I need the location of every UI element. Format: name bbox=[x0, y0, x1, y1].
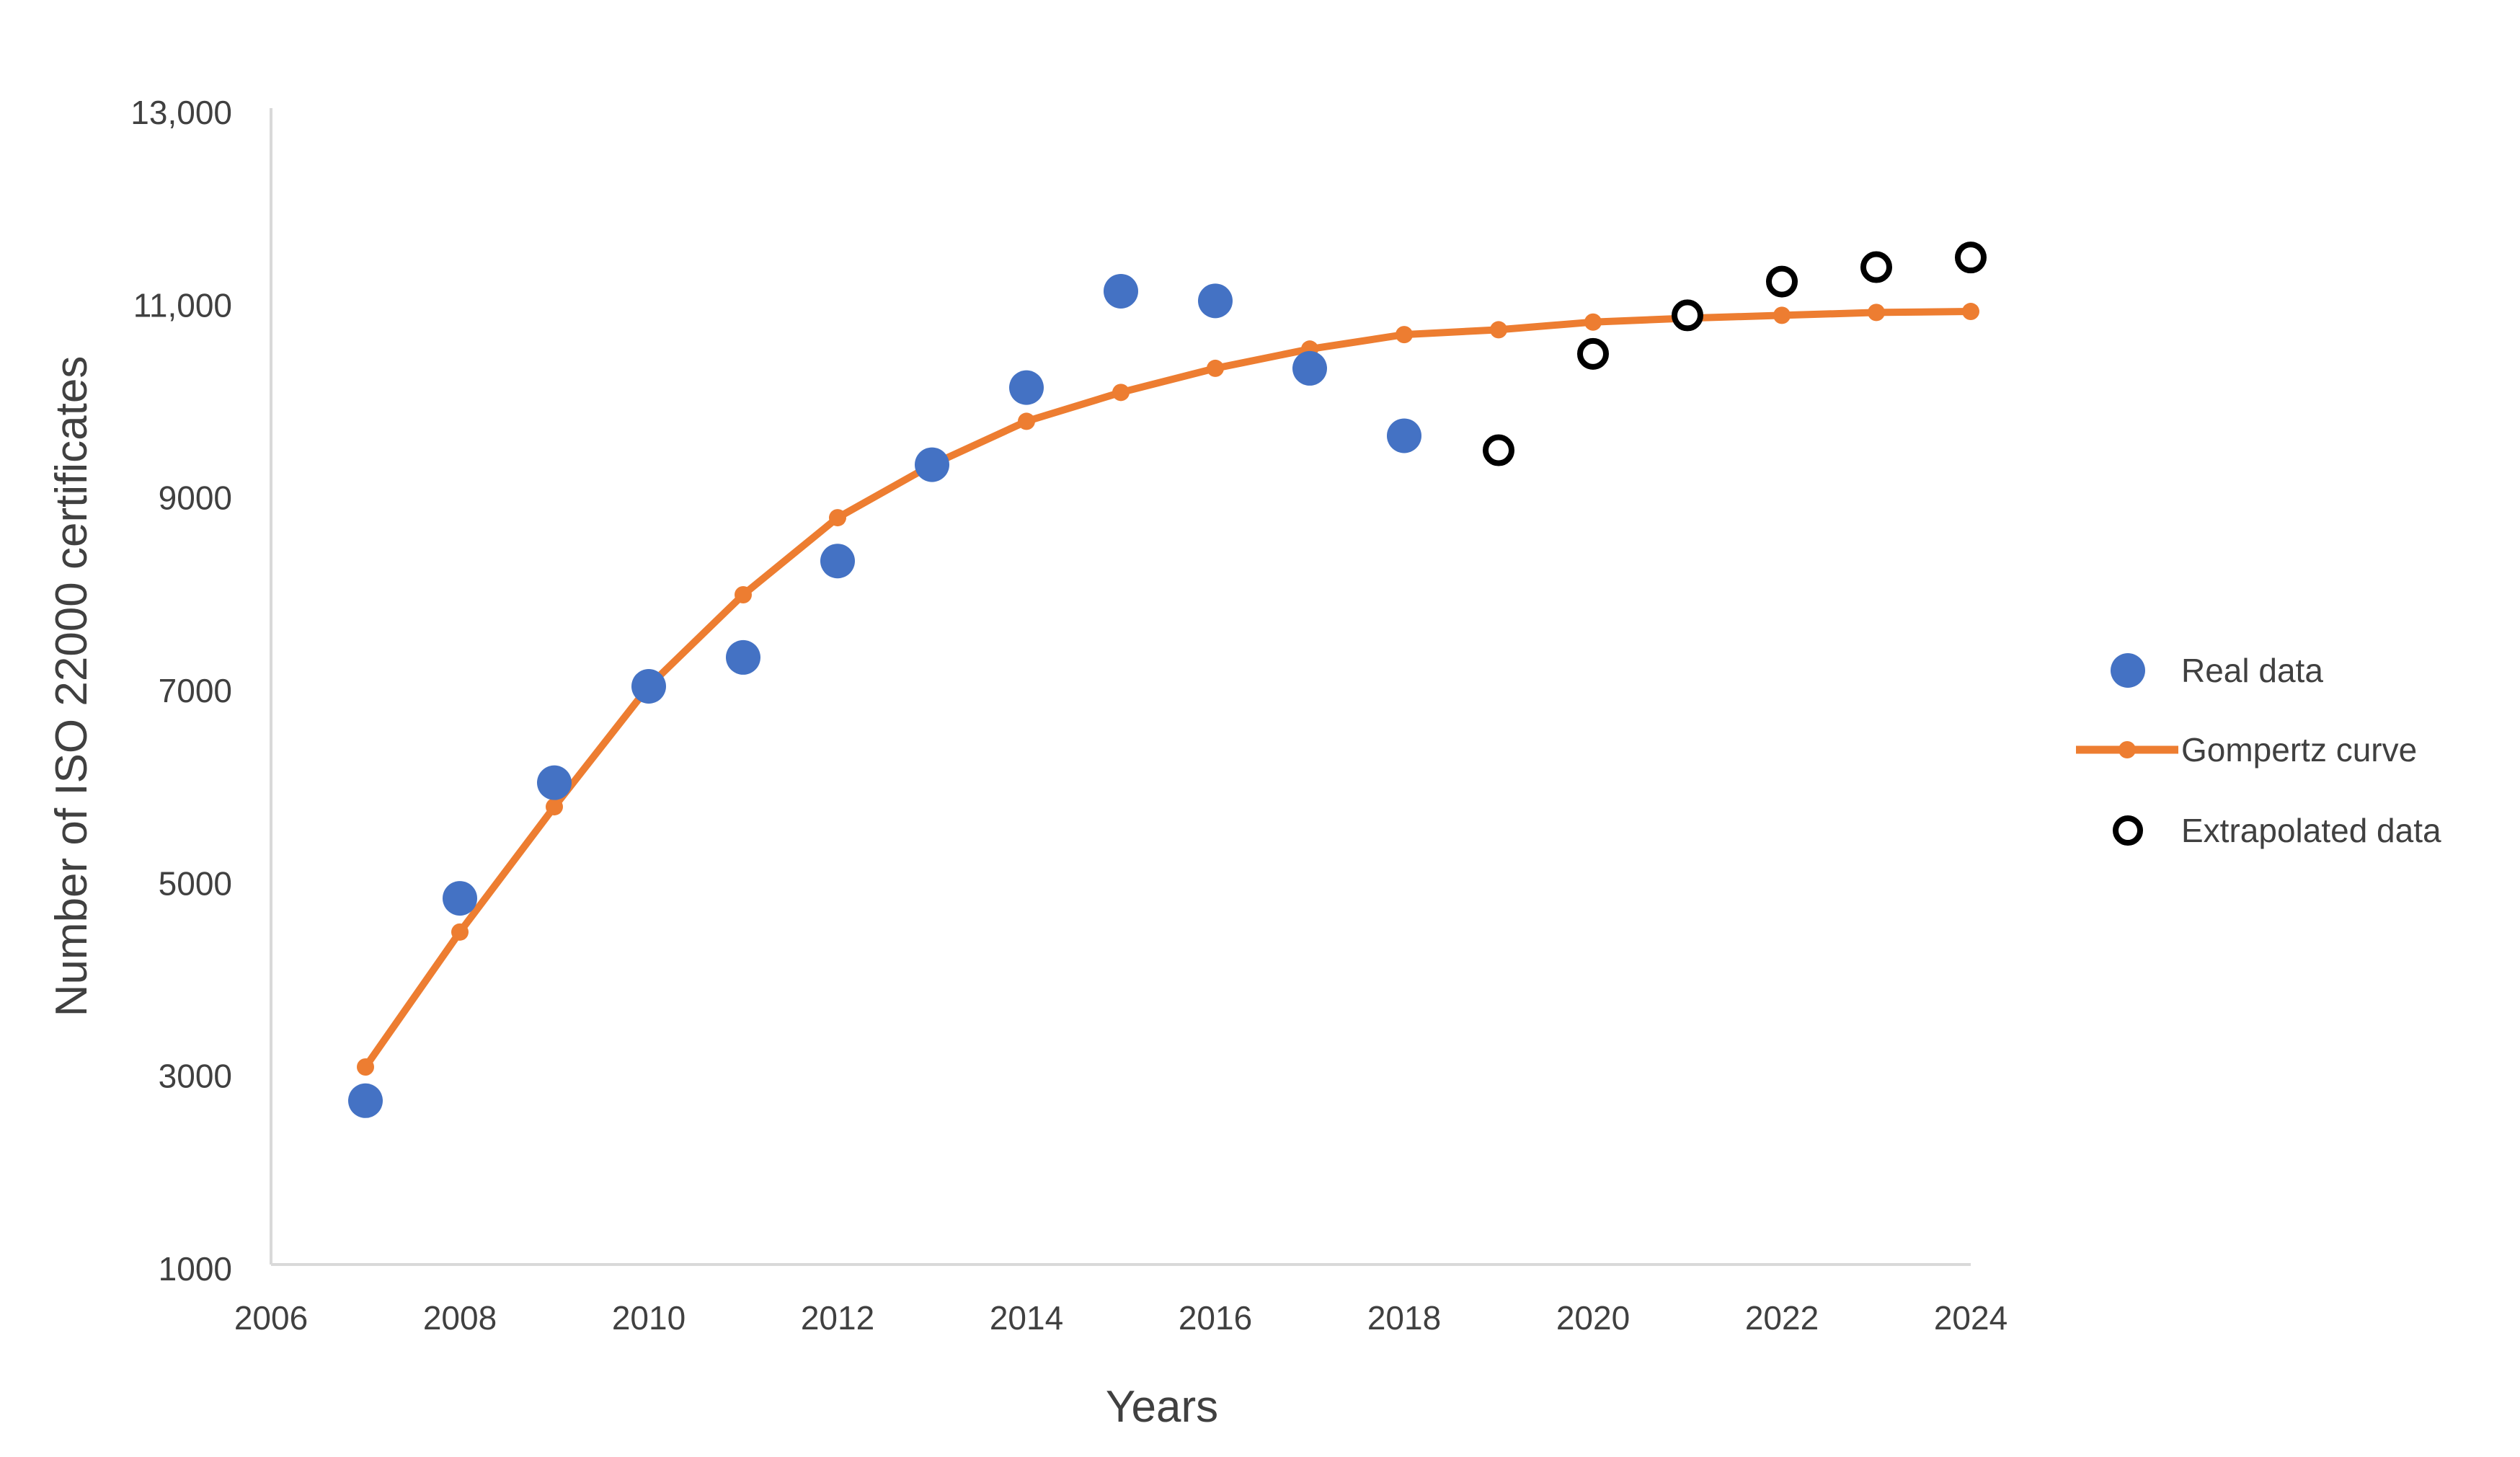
extrapolated-data-point bbox=[1860, 251, 1892, 283]
extrapolated-data-point bbox=[1672, 299, 1703, 332]
y-tick-label: 5000 bbox=[159, 864, 232, 902]
x-tick-labels: 2006 2008 2010 2012 2014 2016 2018 2020 2022 2024 bbox=[234, 1299, 2007, 1337]
real-data-point bbox=[348, 1083, 383, 1118]
gompertz-curve-point bbox=[1868, 304, 1885, 322]
gompertz-curve-point bbox=[1396, 326, 1413, 344]
y-tick-label: 11,000 bbox=[133, 286, 232, 324]
legend-gompertz-marker bbox=[2119, 741, 2136, 758]
gompertz-curve-point bbox=[1112, 384, 1130, 402]
gompertz-curve-point bbox=[829, 509, 846, 527]
axes-layer bbox=[270, 108, 1971, 1266]
real-data-point bbox=[915, 447, 949, 482]
y-tick-label: 7000 bbox=[159, 672, 232, 709]
x-tick-label: 2016 bbox=[1179, 1299, 1252, 1337]
gompertz-curve-point bbox=[735, 586, 752, 604]
extrapolated-data-point bbox=[1766, 265, 1798, 298]
gompertz-curve-point bbox=[1490, 321, 1507, 339]
real-data-point bbox=[631, 669, 666, 704]
y-axis-title: Number of ISO 22000 certificates bbox=[47, 356, 97, 1017]
y-tick-label: 9000 bbox=[159, 479, 232, 517]
extrapolated-data-point bbox=[1577, 337, 1609, 370]
x-tick-label: 2014 bbox=[990, 1299, 1063, 1337]
plot-area bbox=[348, 242, 1987, 1118]
extrapolated-data-point bbox=[1955, 242, 1987, 274]
legend-item-gompertz-curve: Gompertz curve bbox=[2076, 731, 2417, 769]
legend-real-data-marker bbox=[2111, 653, 2145, 688]
x-tick-label: 2006 bbox=[234, 1299, 308, 1337]
gompertz-curve-point bbox=[1207, 359, 1224, 377]
gompertz-curve-point bbox=[357, 1058, 374, 1076]
y-tick-label: 3000 bbox=[159, 1058, 232, 1095]
gompertz-curve-point bbox=[1962, 303, 1979, 321]
real-data-point bbox=[1009, 370, 1044, 405]
real-data-point bbox=[1292, 350, 1327, 386]
legend-item-real-data: Real data bbox=[2111, 652, 2323, 689]
real-data-point bbox=[820, 544, 855, 579]
legend-extrapolated-marker bbox=[2113, 815, 2143, 846]
legend-real-data-label: Real data bbox=[2181, 652, 2323, 689]
extrapolated-data-point bbox=[1483, 434, 1514, 466]
x-tick-label: 2022 bbox=[1745, 1299, 1819, 1337]
legend-extrapolated-label: Extrapolated data bbox=[2181, 812, 2441, 849]
gompertz-curve-line bbox=[362, 308, 1974, 1071]
real-data-point bbox=[1104, 273, 1138, 309]
x-tick-label: 2020 bbox=[1556, 1299, 1630, 1337]
real-data-point bbox=[1387, 418, 1421, 453]
gompertz-curve-point bbox=[1584, 313, 1602, 331]
x-tick-label: 2024 bbox=[1934, 1299, 2007, 1337]
x-tick-label: 2018 bbox=[1367, 1299, 1441, 1337]
legend: Real data Gompertz curve Extrapolated da… bbox=[2076, 652, 2441, 849]
real-data-point bbox=[1198, 283, 1233, 319]
gompertz-curve-point bbox=[1018, 412, 1035, 430]
real-data-point bbox=[443, 881, 477, 916]
real-data-point bbox=[537, 765, 572, 800]
y-tick-labels: 1000 3000 5000 7000 9000 11,000 13,000 bbox=[130, 94, 232, 1288]
y-tick-label: 1000 bbox=[159, 1250, 232, 1288]
legend-item-extrapolated-data: Extrapolated data bbox=[2113, 812, 2441, 849]
legend-gompertz-label: Gompertz curve bbox=[2181, 731, 2417, 769]
gompertz-curve-point bbox=[451, 923, 469, 941]
x-axis-title: Years bbox=[1106, 1382, 1218, 1432]
gompertz-curve-point bbox=[1773, 306, 1791, 324]
gompertz-curve-point bbox=[546, 798, 563, 816]
x-tick-label: 2012 bbox=[801, 1299, 874, 1337]
x-tick-label: 2010 bbox=[612, 1299, 686, 1337]
x-tick-label: 2008 bbox=[423, 1299, 497, 1337]
real-data-point bbox=[726, 639, 760, 675]
y-tick-label: 13,000 bbox=[130, 94, 232, 131]
